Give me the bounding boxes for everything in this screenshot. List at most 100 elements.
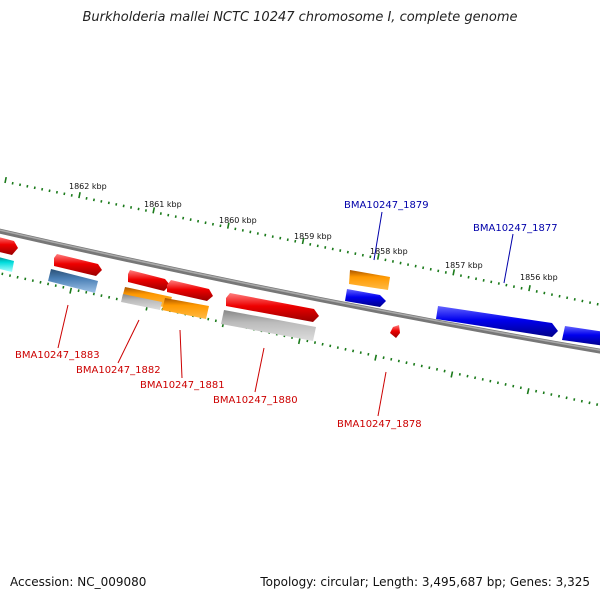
ruler-minor-tick — [115, 297, 118, 301]
scale-label-1857: 1857 kbp — [445, 261, 483, 270]
gene-feature-red-1882a[interactable] — [128, 270, 170, 291]
gene-feature-cyan-edge-left[interactable] — [0, 256, 14, 272]
ruler-minor-tick — [85, 290, 88, 294]
leader-line-1883 — [57, 304, 69, 349]
gene-label-1878[interactable]: BMA10247_1878 — [337, 419, 422, 430]
ruler-minor-tick — [130, 206, 133, 209]
ruler-minor-tick — [588, 401, 591, 405]
ruler-minor-tick — [271, 235, 274, 238]
gene-feature-blue-1877[interactable] — [436, 306, 558, 337]
gene-feature-steelblue[interactable] — [48, 269, 98, 293]
gene-feature-red-1878[interactable] — [390, 325, 400, 338]
ruler-minor-tick — [399, 261, 402, 265]
gene-feature-orange-1879[interactable] — [349, 270, 390, 290]
ruler-minor-tick — [241, 229, 244, 232]
ruler-minor-tick — [397, 359, 400, 363]
gene-feature-gray-1880[interactable] — [221, 310, 316, 341]
scale-label-1858: 1858 kbp — [370, 247, 408, 256]
ruler-minor-tick — [566, 296, 569, 300]
gene-feature-gray-1882[interactable] — [121, 294, 162, 310]
reverse-features — [0, 256, 316, 341]
ruler-minor-tick — [115, 203, 118, 206]
ruler-minor-tick — [279, 236, 282, 240]
ruler-minor-tick — [428, 366, 431, 370]
ruler-minor-tick — [92, 292, 95, 296]
gene-label-1881[interactable]: BMA10247_1881 — [140, 380, 225, 391]
ruler-minor-tick — [581, 299, 584, 303]
gene-feature-blue-1879[interactable] — [345, 289, 386, 307]
ruler-minor-tick — [24, 277, 27, 281]
ruler-minor-tick — [256, 232, 259, 235]
ruler-minor-tick — [321, 342, 324, 346]
ruler-major-tick — [301, 237, 305, 245]
gene-label-1883[interactable]: BMA10247_1883 — [15, 350, 100, 361]
accession-text: Accession: NC_009080 — [10, 575, 147, 589]
genome-summary-text: Topology: circular; Length: 3,495,687 bp… — [260, 575, 590, 589]
ruler-minor-tick — [519, 386, 522, 390]
ruler-minor-tick — [596, 403, 599, 406]
ruler-minor-tick — [219, 224, 222, 228]
ruler-minor-tick — [596, 302, 599, 306]
ruler-minor-tick — [504, 383, 507, 386]
ruler-minor-tick — [108, 295, 111, 299]
ruler-minor-tick — [444, 271, 447, 274]
gene-feature-red-1883[interactable] — [54, 254, 102, 276]
ruler-minor-tick — [573, 298, 576, 301]
ruler-minor-tick — [8, 274, 12, 277]
ruler-major-tick — [526, 388, 530, 395]
scale-label-1862: 1862 kbp — [69, 182, 107, 191]
ruler-minor-tick — [475, 277, 478, 281]
ruler-minor-tick — [558, 294, 561, 298]
ruler-minor-tick — [197, 219, 200, 223]
ruler-major-tick — [69, 287, 73, 294]
ruler-minor-tick — [309, 242, 312, 246]
ruler-minor-tick — [422, 266, 425, 270]
ruler-major-tick — [297, 337, 301, 345]
ruler-minor-tick — [100, 200, 103, 203]
ruler-minor-tick — [391, 260, 394, 263]
ruler-minor-tick — [505, 283, 508, 287]
ruler-minor-tick — [189, 218, 192, 222]
forward-features — [0, 236, 600, 346]
ruler-minor-tick — [234, 227, 237, 231]
ruler-minor-tick — [359, 351, 362, 354]
ruler-minor-tick — [55, 190, 58, 194]
ruler-minor-tick — [19, 183, 22, 187]
ruler-minor-tick — [369, 255, 372, 259]
ruler-minor-tick — [512, 384, 515, 388]
gene-label-1882[interactable]: BMA10247_1882 — [76, 365, 161, 376]
gene-label-1880[interactable]: BMA10247_1880 — [213, 395, 298, 406]
ruler-minor-tick — [435, 367, 439, 371]
ruler-minor-tick — [294, 239, 297, 243]
gene-feature-red-1882b[interactable] — [167, 280, 213, 301]
scale-ruler-outer — [4, 176, 599, 306]
ruler-minor-tick — [264, 233, 267, 237]
map-title: Burkholderia mallei NCTC 10247 chromosom… — [82, 10, 518, 25]
ruler-minor-tick — [580, 399, 583, 403]
ruler-minor-tick — [316, 244, 319, 248]
gene-label-1879[interactable]: BMA10247_1879 — [344, 200, 429, 211]
gene-feature-blue-edge-right[interactable] — [562, 326, 600, 346]
ruler-minor-tick — [336, 346, 339, 349]
ruler-minor-tick — [482, 278, 485, 282]
ruler-minor-tick — [413, 362, 416, 366]
ruler-major-tick — [226, 222, 230, 229]
ruler-minor-tick — [437, 269, 440, 273]
ruler-minor-tick — [39, 280, 42, 284]
ruler-minor-tick — [41, 187, 44, 191]
ruler-minor-tick — [122, 204, 125, 208]
ruler-minor-tick — [33, 186, 36, 190]
gene-feature-red-1880[interactable] — [226, 293, 319, 322]
ruler-minor-tick — [497, 282, 500, 285]
ruler-minor-tick — [324, 246, 327, 249]
ruler-minor-tick — [490, 280, 493, 284]
ruler-minor-tick — [414, 264, 417, 268]
ruler-minor-tick — [573, 398, 576, 401]
ruler-major-tick — [450, 371, 454, 378]
ruler-minor-tick — [565, 396, 568, 400]
gene-feature-red-edge-left[interactable] — [0, 236, 18, 255]
gene-feature-orange-1881[interactable] — [162, 298, 209, 319]
gene-label-1877[interactable]: BMA10247_1877 — [473, 223, 558, 234]
ruler-minor-tick — [466, 374, 469, 378]
